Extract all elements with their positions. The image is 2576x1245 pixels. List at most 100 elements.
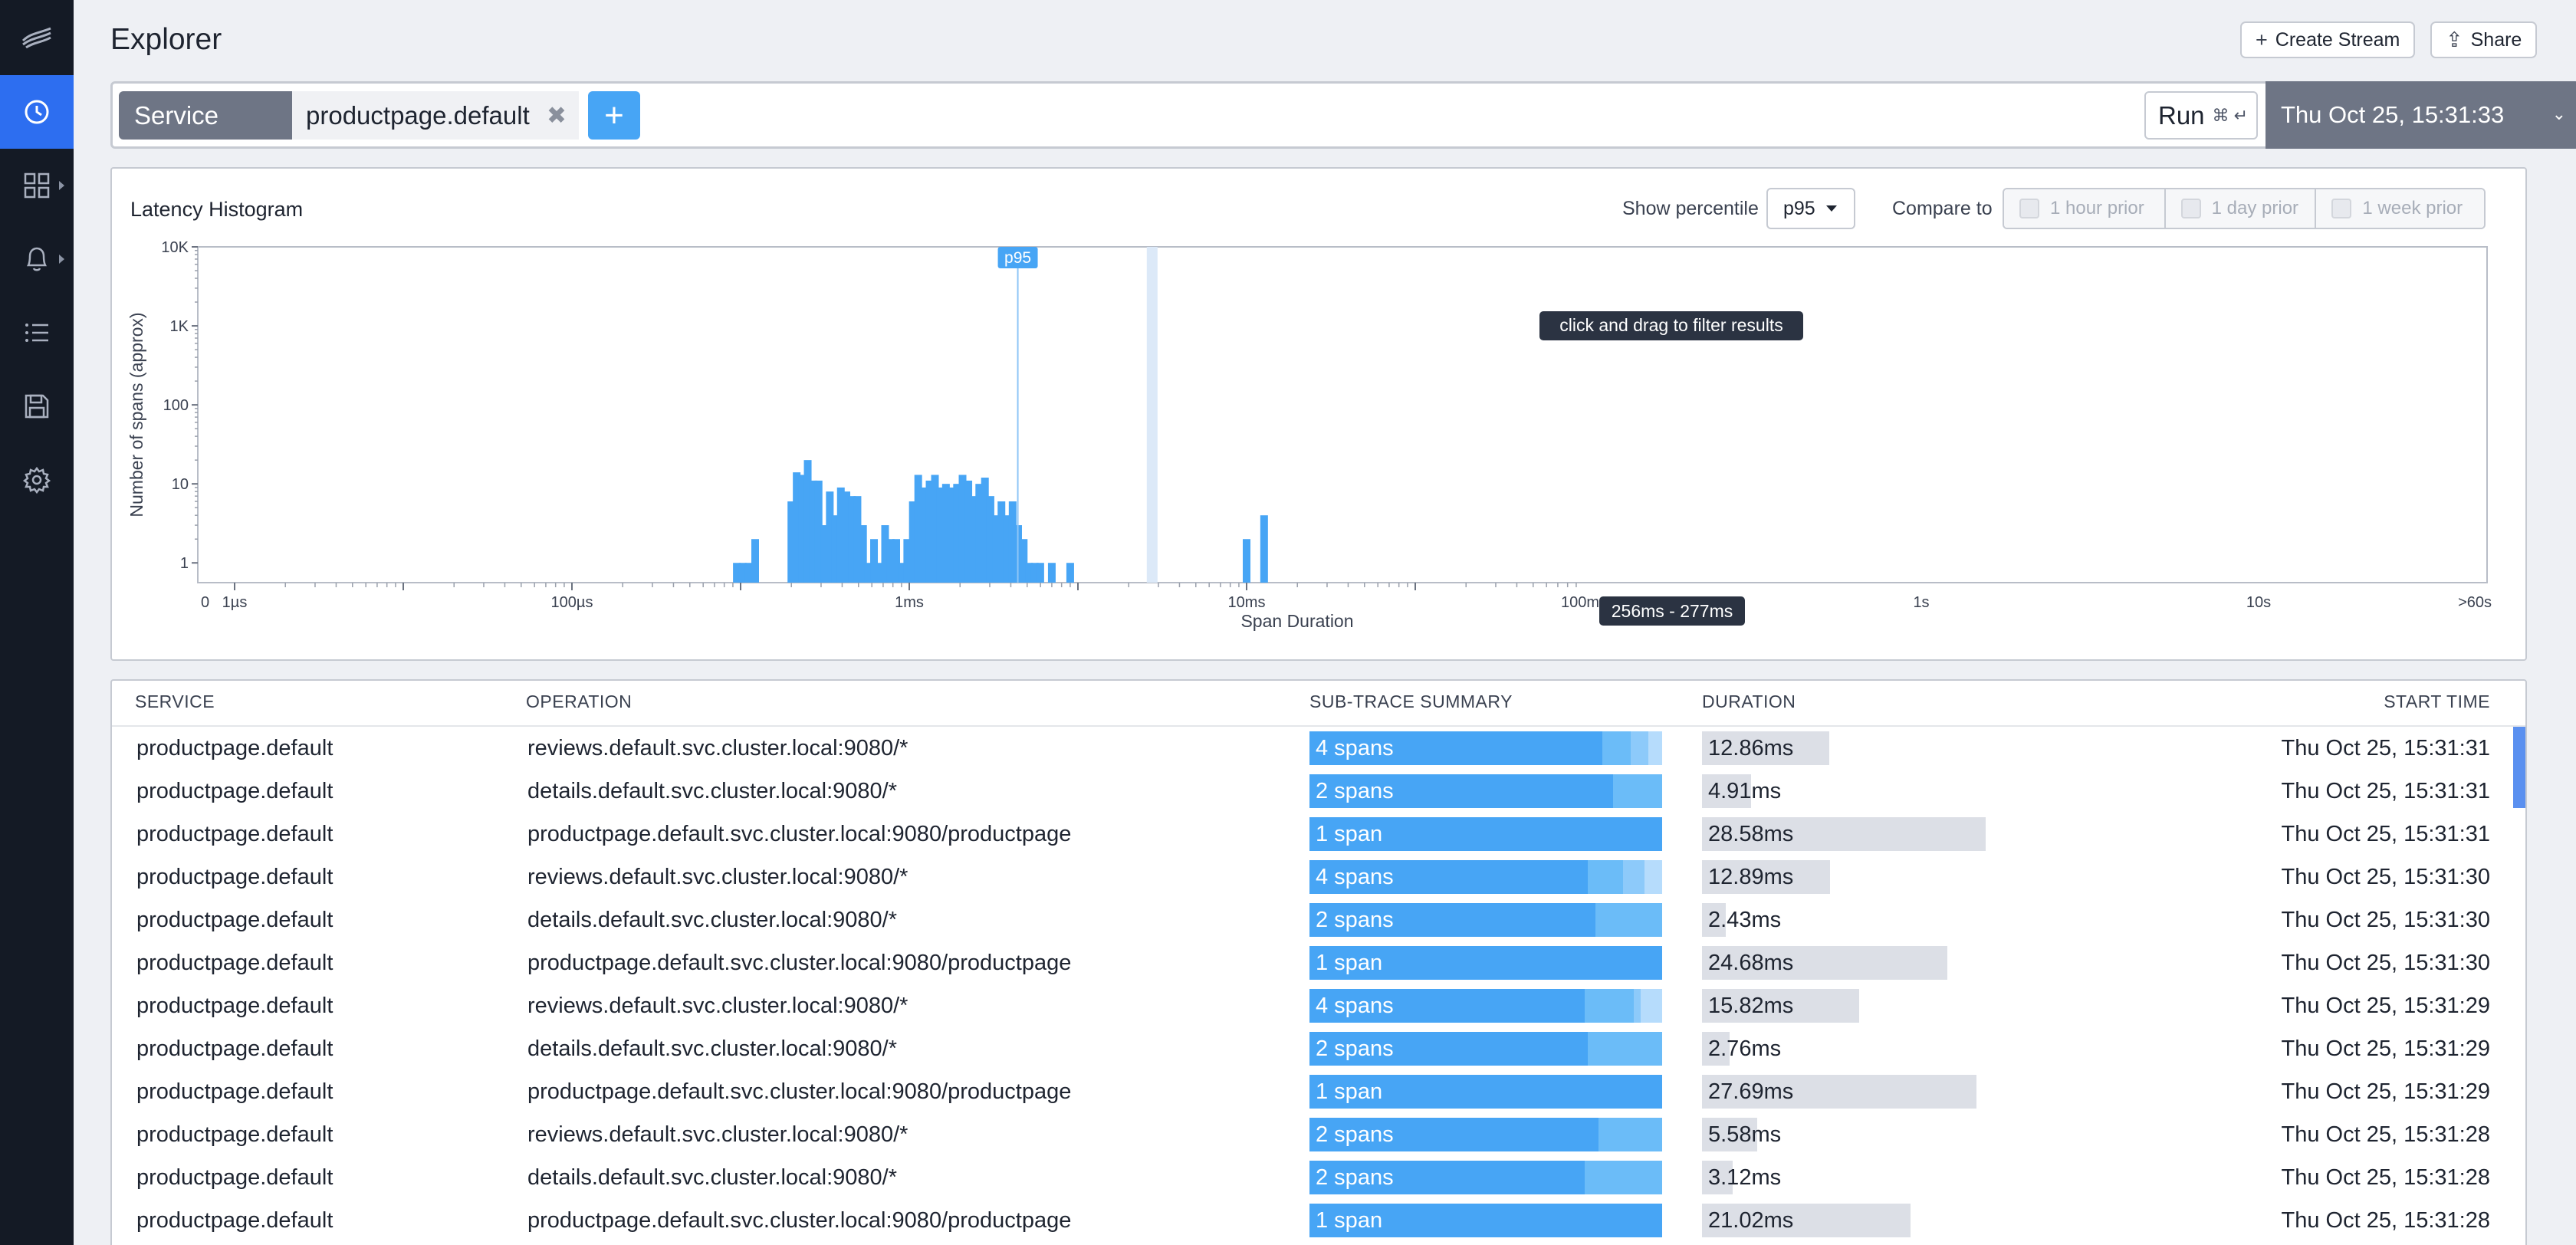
table-row[interactable]: productpage.default reviews.default.svc.c… — [112, 727, 2525, 770]
nav-saved[interactable] — [0, 370, 74, 443]
sub-trace-segment — [1309, 1032, 1589, 1066]
histogram-bar — [826, 491, 834, 583]
table-row[interactable]: productpage.default productpage.default.s… — [112, 813, 2525, 856]
gear-icon — [23, 466, 51, 494]
table-row[interactable]: productpage.default details.default.svc.c… — [112, 1027, 2525, 1070]
run-button[interactable]: Run ⌘ ↵ — [2144, 91, 2258, 140]
histogram-title: Latency Histogram — [130, 198, 304, 221]
filter-value-chip[interactable]: productpage.default ✖ — [292, 91, 579, 140]
histogram-bar — [1243, 539, 1250, 583]
cell-service: productpage.default — [136, 951, 334, 975]
run-shortcut: ⌘ ↵ — [2212, 105, 2249, 125]
table-row[interactable]: productpage.default details.default.svc.c… — [112, 898, 2525, 941]
cell-start-time: Thu Oct 25, 15:31:31 — [2281, 822, 2490, 846]
nav-alerts[interactable] — [0, 222, 74, 296]
sub-trace-summary-bar: 2 spans — [1309, 1161, 1662, 1194]
sub-trace-summary-bar: 2 spans — [1309, 774, 1662, 808]
table-row[interactable]: productpage.default productpage.default.s… — [112, 1070, 2525, 1113]
table-row[interactable]: productpage.default productpage.default.s… — [112, 1199, 2525, 1242]
percentile-select[interactable]: p95 — [1766, 188, 1855, 229]
duration-bar: 27.69ms — [1702, 1075, 1976, 1109]
histogram-bar — [925, 480, 934, 583]
table-row[interactable]: productpage.default reviews.default.svc.c… — [112, 856, 2525, 898]
expand-caret-icon — [59, 255, 64, 264]
span-count: 2 spans — [1316, 1165, 1394, 1190]
table-row[interactable]: productpage.default details.default.svc.c… — [112, 1156, 2525, 1199]
sub-trace-summary-bar: 1 span — [1309, 817, 1662, 851]
col-header-start-time[interactable]: START TIME — [2384, 691, 2490, 711]
sub-trace-segment — [1602, 731, 1631, 765]
span-count: 1 span — [1316, 951, 1383, 975]
compare-option-label: 1 day prior — [2211, 198, 2299, 218]
nav-explorer[interactable] — [0, 75, 74, 149]
sub-trace-summary-bar: 1 span — [1309, 1204, 1662, 1237]
col-header-service[interactable]: SERVICE — [135, 691, 215, 711]
col-header-operation[interactable]: OPERATION — [526, 691, 632, 711]
histogram-bar — [1025, 563, 1033, 583]
sub-trace-segment — [1584, 1161, 1662, 1194]
histogram-bar — [970, 496, 978, 583]
sub-trace-segment — [1309, 817, 1662, 851]
add-filter-button[interactable]: + — [588, 91, 640, 140]
histogram-bar — [953, 484, 961, 583]
sub-trace-summary-bar: 4 spans — [1309, 731, 1662, 765]
sub-trace-segment — [1598, 1118, 1662, 1151]
x-tick-label: 1s — [1913, 594, 1929, 611]
span-count: 2 spans — [1316, 1122, 1394, 1147]
sub-trace-segment — [1309, 903, 1595, 937]
histogram-bar — [870, 539, 879, 583]
time-picker[interactable]: Thu Oct 25, 15:31:33 ⌄ — [2266, 81, 2576, 149]
cell-start-time: Thu Oct 25, 15:31:29 — [2281, 994, 2490, 1018]
sub-trace-segment — [1309, 860, 1589, 894]
sub-trace-segment — [1309, 1075, 1662, 1109]
histogram-bar — [881, 525, 889, 583]
sub-trace-segment — [1309, 1204, 1662, 1237]
compare-options: 1 hour prior 1 day prior 1 week prior — [2003, 188, 2486, 229]
lightstep-logo-icon — [21, 27, 51, 48]
sub-trace-segment — [1588, 860, 1624, 894]
histogram-bar — [1020, 539, 1028, 583]
table-row[interactable]: productpage.default reviews.default.svc.c… — [112, 1113, 2525, 1156]
table-row[interactable]: productpage.default reviews.default.svc.c… — [112, 984, 2525, 1027]
histogram-bar — [836, 487, 845, 583]
histogram-bar — [853, 496, 862, 583]
create-stream-button[interactable]: + Create Stream — [2240, 21, 2416, 58]
duration-value: 15.82ms — [1708, 994, 1794, 1018]
cell-service: productpage.default — [136, 908, 334, 932]
table-row[interactable]: productpage.default details.default.svc.c… — [112, 770, 2525, 813]
histogram-bar — [948, 487, 956, 583]
cell-service: productpage.default — [136, 822, 334, 846]
nav-settings[interactable] — [0, 443, 74, 517]
nav-streams[interactable] — [0, 296, 74, 370]
span-count: 1 span — [1316, 1079, 1383, 1104]
compare-1-week[interactable]: 1 week prior — [2316, 189, 2484, 228]
table-row[interactable]: productpage.default productpage.default.s… — [112, 941, 2525, 984]
cell-start-time: Thu Oct 25, 15:31:29 — [2281, 1036, 2490, 1061]
histogram-bar — [997, 501, 1006, 583]
query-bar[interactable]: Service productpage.default ✖ + Run ⌘ ↵ … — [110, 81, 2576, 149]
remove-filter-icon[interactable]: ✖ — [547, 102, 567, 129]
sub-trace-segment — [1309, 1161, 1585, 1194]
logo[interactable] — [0, 0, 74, 74]
sub-trace-segment — [1584, 989, 1635, 1023]
sub-trace-summary-bar: 1 span — [1309, 1075, 1662, 1109]
cell-operation: reviews.default.svc.cluster.local:9080/* — [527, 1122, 909, 1147]
col-header-duration[interactable]: DURATION — [1702, 691, 1796, 711]
col-header-sub-trace-summary[interactable]: SUB-TRACE SUMMARY — [1309, 691, 1513, 711]
hover-range-label: 256ms - 277ms — [1612, 601, 1733, 621]
compare-1-hour[interactable]: 1 hour prior — [2004, 189, 2166, 228]
histogram-bar — [981, 478, 989, 583]
filter-key-chip[interactable]: Service — [119, 91, 292, 140]
list-icon — [25, 324, 48, 342]
plot-frame — [197, 246, 2488, 583]
cell-service: productpage.default — [136, 736, 334, 760]
cell-operation: reviews.default.svc.cluster.local:9080/* — [527, 865, 909, 889]
histogram-bar — [814, 480, 823, 583]
histogram-bar — [1066, 563, 1074, 583]
share-button[interactable]: ⇪ Share — [2430, 21, 2538, 58]
nav-dashboards[interactable] — [0, 149, 74, 222]
scrollbar-thumb[interactable] — [2513, 727, 2525, 808]
histogram-bar — [931, 475, 939, 583]
compare-1-day[interactable]: 1 day prior — [2165, 189, 2317, 228]
